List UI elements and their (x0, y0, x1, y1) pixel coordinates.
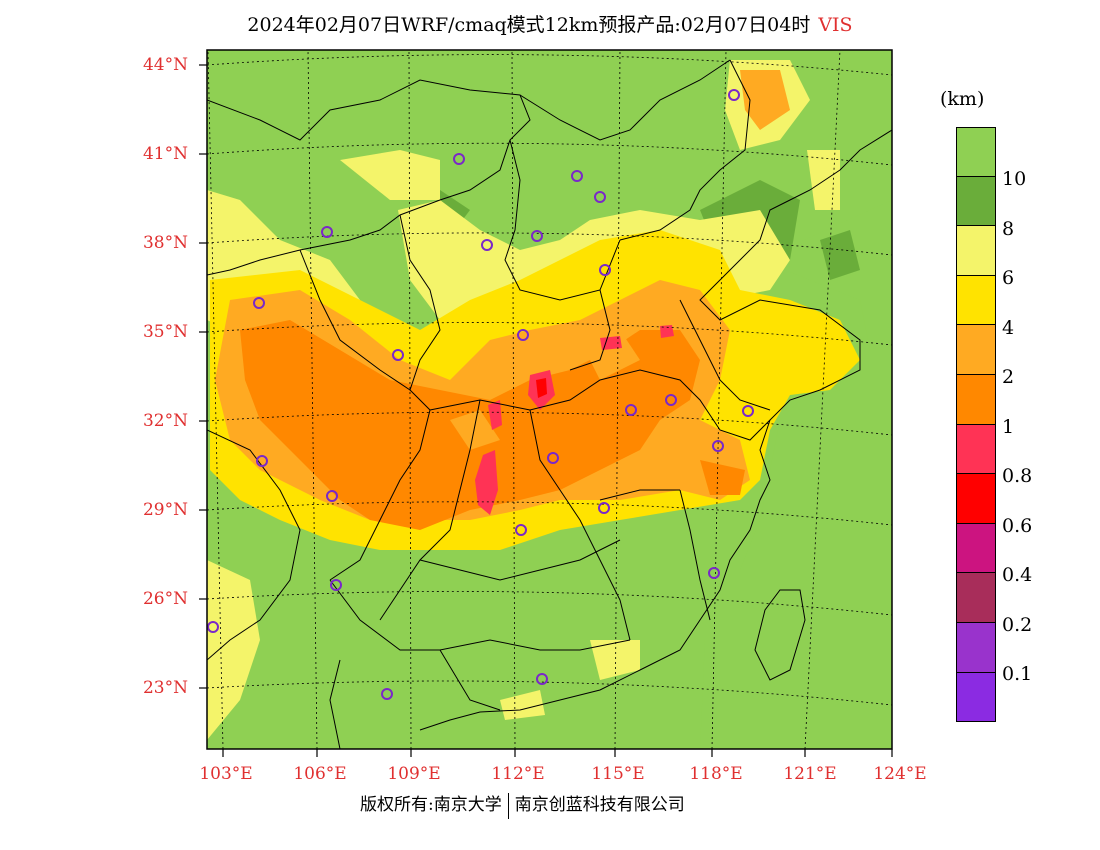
station-marker (708, 567, 720, 579)
legend-label: 0.8 (1002, 465, 1033, 487)
color-bar-swatch (956, 523, 996, 574)
map-frame (206, 49, 893, 750)
province-borders (207, 59, 892, 749)
station-marker (207, 621, 219, 633)
station-marker (712, 440, 724, 452)
lon-label: 121°E (783, 764, 837, 784)
station-marker (599, 264, 611, 276)
station-marker (515, 524, 527, 536)
variable-label: VIS (818, 14, 853, 36)
color-bar-swatch (956, 325, 996, 375)
legend-label: 2 (1002, 366, 1015, 388)
station-marker (330, 579, 342, 591)
station-marker (321, 226, 333, 238)
lon-label: 103°E (199, 764, 253, 784)
lat-label: 35°N (142, 322, 188, 342)
legend-label: 10 (1002, 168, 1027, 190)
station-marker (392, 349, 404, 361)
station-marker (742, 405, 754, 417)
legend-label: 0.2 (1002, 614, 1033, 636)
color-bar-swatch (956, 226, 996, 276)
color-bar-swatch (956, 127, 996, 177)
station-marker (381, 688, 393, 700)
color-bar-swatch (956, 573, 996, 623)
legend-unit: (km) (940, 88, 985, 110)
legend-label: 1 (1002, 416, 1015, 438)
lat-label: 26°N (142, 589, 188, 609)
lat-label: 23°N (142, 678, 188, 698)
axis-ticks (199, 64, 893, 757)
lon-label: 106°E (293, 764, 347, 784)
legend-label: 4 (1002, 317, 1015, 339)
chart-title: 2024年02月07日WRF/cmaq模式12km预报产品:02月07日04时 V… (0, 10, 1100, 37)
station-marker (536, 673, 548, 685)
station-marker (728, 89, 740, 101)
lon-label: 115°E (591, 764, 645, 784)
footer-separator (507, 792, 509, 819)
station-marker (253, 297, 265, 309)
lon-label: 112°E (491, 764, 545, 784)
legend-label: 8 (1002, 218, 1015, 240)
color-bar-swatch (956, 176, 996, 227)
station-marker (665, 394, 677, 406)
station-marker (531, 230, 543, 242)
lon-label: 118°E (689, 764, 743, 784)
legend-label: 0.6 (1002, 515, 1033, 537)
color-bar-swatch (956, 374, 996, 425)
map-fill (207, 50, 892, 749)
station-marker (453, 153, 465, 165)
lat-label: 44°N (142, 55, 188, 75)
station-marker (326, 490, 338, 502)
legend-label: 6 (1002, 267, 1015, 289)
color-bar-swatch (956, 672, 996, 723)
color-bar (956, 127, 996, 723)
station-marker (517, 329, 529, 341)
station-marker (571, 170, 583, 182)
station-marker (481, 239, 493, 251)
title-text: 2024年02月07日WRF/cmaq模式12km预报产品:02月07日04时 (247, 14, 811, 36)
color-bar-swatch (956, 622, 996, 673)
color-bar-swatch (956, 424, 996, 475)
lon-label: 109°E (387, 764, 441, 784)
lat-label: 29°N (142, 500, 188, 520)
legend-label: 0.4 (1002, 564, 1033, 586)
copyright-right: 南京创蓝科技有限公司 (514, 795, 685, 815)
station-marker (256, 455, 268, 467)
lat-label: 32°N (142, 411, 188, 431)
station-marker (594, 191, 606, 203)
graticule (207, 50, 892, 749)
station-marker (547, 452, 559, 464)
station-marker (625, 404, 637, 416)
color-bar-swatch (956, 474, 996, 524)
lat-label: 41°N (142, 144, 188, 164)
lon-label: 124°E (873, 764, 927, 784)
copyright-footer: 版权所有:南京大学 南京创蓝科技有限公司 (360, 790, 685, 819)
copyright-left: 版权所有:南京大学 (360, 795, 502, 815)
legend-label: 0.1 (1002, 663, 1033, 685)
lat-label: 38°N (142, 233, 188, 253)
station-markers (207, 89, 754, 700)
color-bar-swatch (956, 275, 996, 326)
station-marker (598, 502, 610, 514)
